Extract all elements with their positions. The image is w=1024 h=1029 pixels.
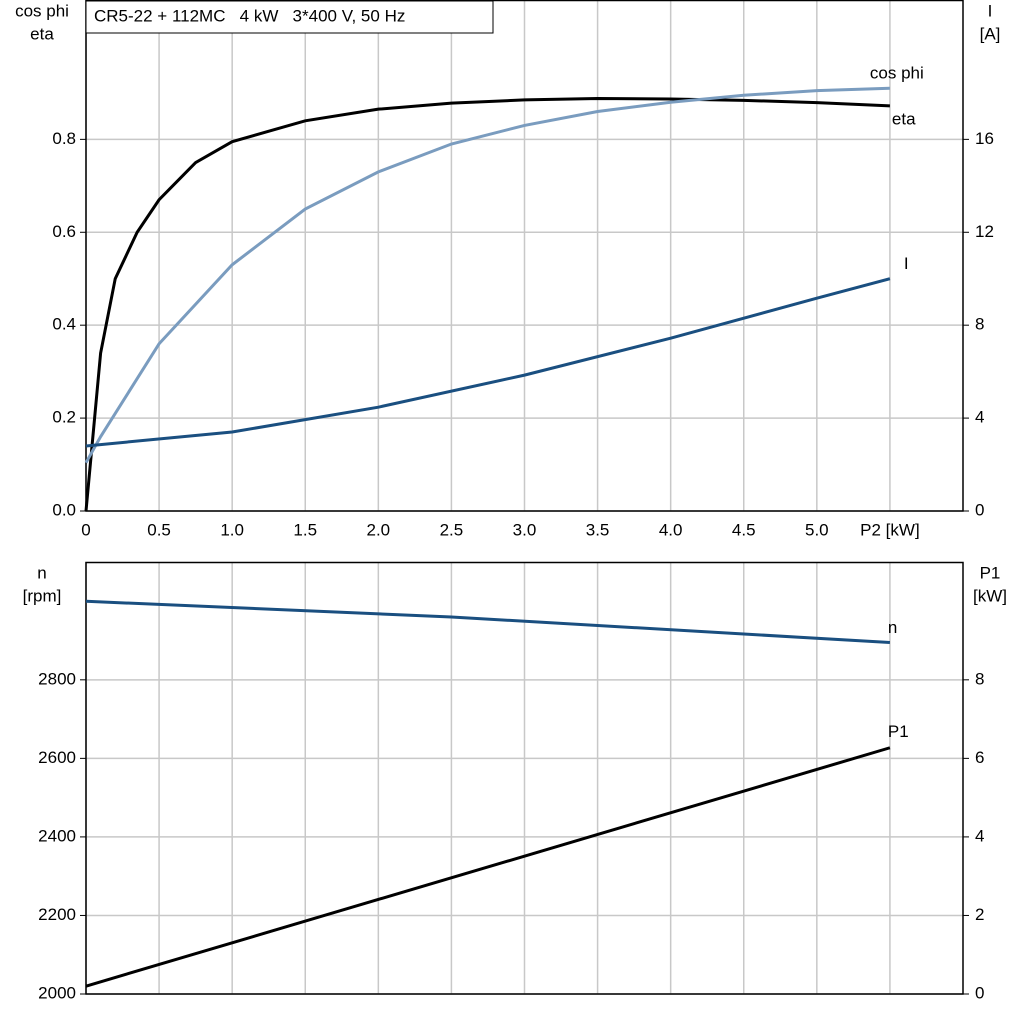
- title-box: [85, 0, 494, 34]
- y2-tick-label: 4: [975, 408, 984, 427]
- y2-tick-label: 2: [975, 905, 984, 924]
- x-tick-label: 0.5: [147, 520, 171, 539]
- y2-tick-label: 8: [975, 669, 984, 688]
- x-tick-label: 3.0: [513, 520, 537, 539]
- y-axis-label: n: [37, 563, 46, 582]
- x-tick-label: P2 [kW]: [860, 520, 920, 539]
- y2-tick-label: 12: [975, 222, 994, 241]
- y-tick-label: 2000: [38, 983, 76, 1002]
- x-tick-label: 4.0: [659, 520, 683, 539]
- y-tick-label: 0.8: [52, 129, 76, 148]
- series-label: n: [888, 618, 897, 637]
- x-tick-label: 2.5: [440, 520, 464, 539]
- series-line: [85, 746, 891, 988]
- series-line: [84, 86, 890, 464]
- y-tick-label: 0.6: [52, 222, 76, 241]
- y-tick-label: 2600: [38, 748, 76, 767]
- series-line: [84, 96, 890, 512]
- x-tick-label: 5.0: [805, 520, 829, 539]
- y-tick-label: 2800: [38, 669, 76, 688]
- x-tick-label: 3.5: [586, 520, 610, 539]
- x-tick-label: 2.0: [367, 520, 391, 539]
- y-tick-label: 0.4: [52, 315, 76, 334]
- y2-tick-label: 0: [975, 500, 984, 519]
- chart-title: CR5-22 + 112MC 4 kW 3*400 V, 50 Hz: [94, 6, 405, 25]
- y-tick-label: 2400: [38, 826, 76, 845]
- series-line: [85, 277, 891, 448]
- y2-axis-label: I: [988, 1, 993, 20]
- x-tick-label: 4.5: [732, 520, 756, 539]
- y-tick-label: 2200: [38, 905, 76, 924]
- y2-axis-label: [kW]: [973, 586, 1007, 605]
- series-label: I: [904, 254, 909, 273]
- y-tick-label: 0.0: [52, 500, 76, 519]
- x-tick-label: 1.0: [220, 520, 244, 539]
- y2-tick-label: 0: [975, 983, 984, 1002]
- y2-tick-label: 6: [975, 748, 984, 767]
- plot-frame: [85, 561, 964, 995]
- series-label: eta: [892, 109, 916, 128]
- y2-tick-label: 4: [975, 826, 984, 845]
- y2-axis-label: [A]: [980, 24, 1001, 43]
- series-label: cos phi: [870, 64, 924, 83]
- x-tick-label: 0: [81, 520, 90, 539]
- series-label: P1: [888, 722, 909, 741]
- y-axis-label: eta: [30, 24, 54, 43]
- plot-frame: [85, 0, 964, 512]
- series-line: [85, 599, 891, 645]
- y-axis-label: [rpm]: [23, 586, 62, 605]
- y-axis-label: cos phi: [15, 1, 69, 20]
- y2-tick-label: 8: [975, 315, 984, 334]
- y2-tick-label: 16: [975, 129, 994, 148]
- y-tick-label: 0.2: [52, 408, 76, 427]
- y2-axis-label: P1: [980, 563, 1001, 582]
- x-tick-label: 1.5: [293, 520, 317, 539]
